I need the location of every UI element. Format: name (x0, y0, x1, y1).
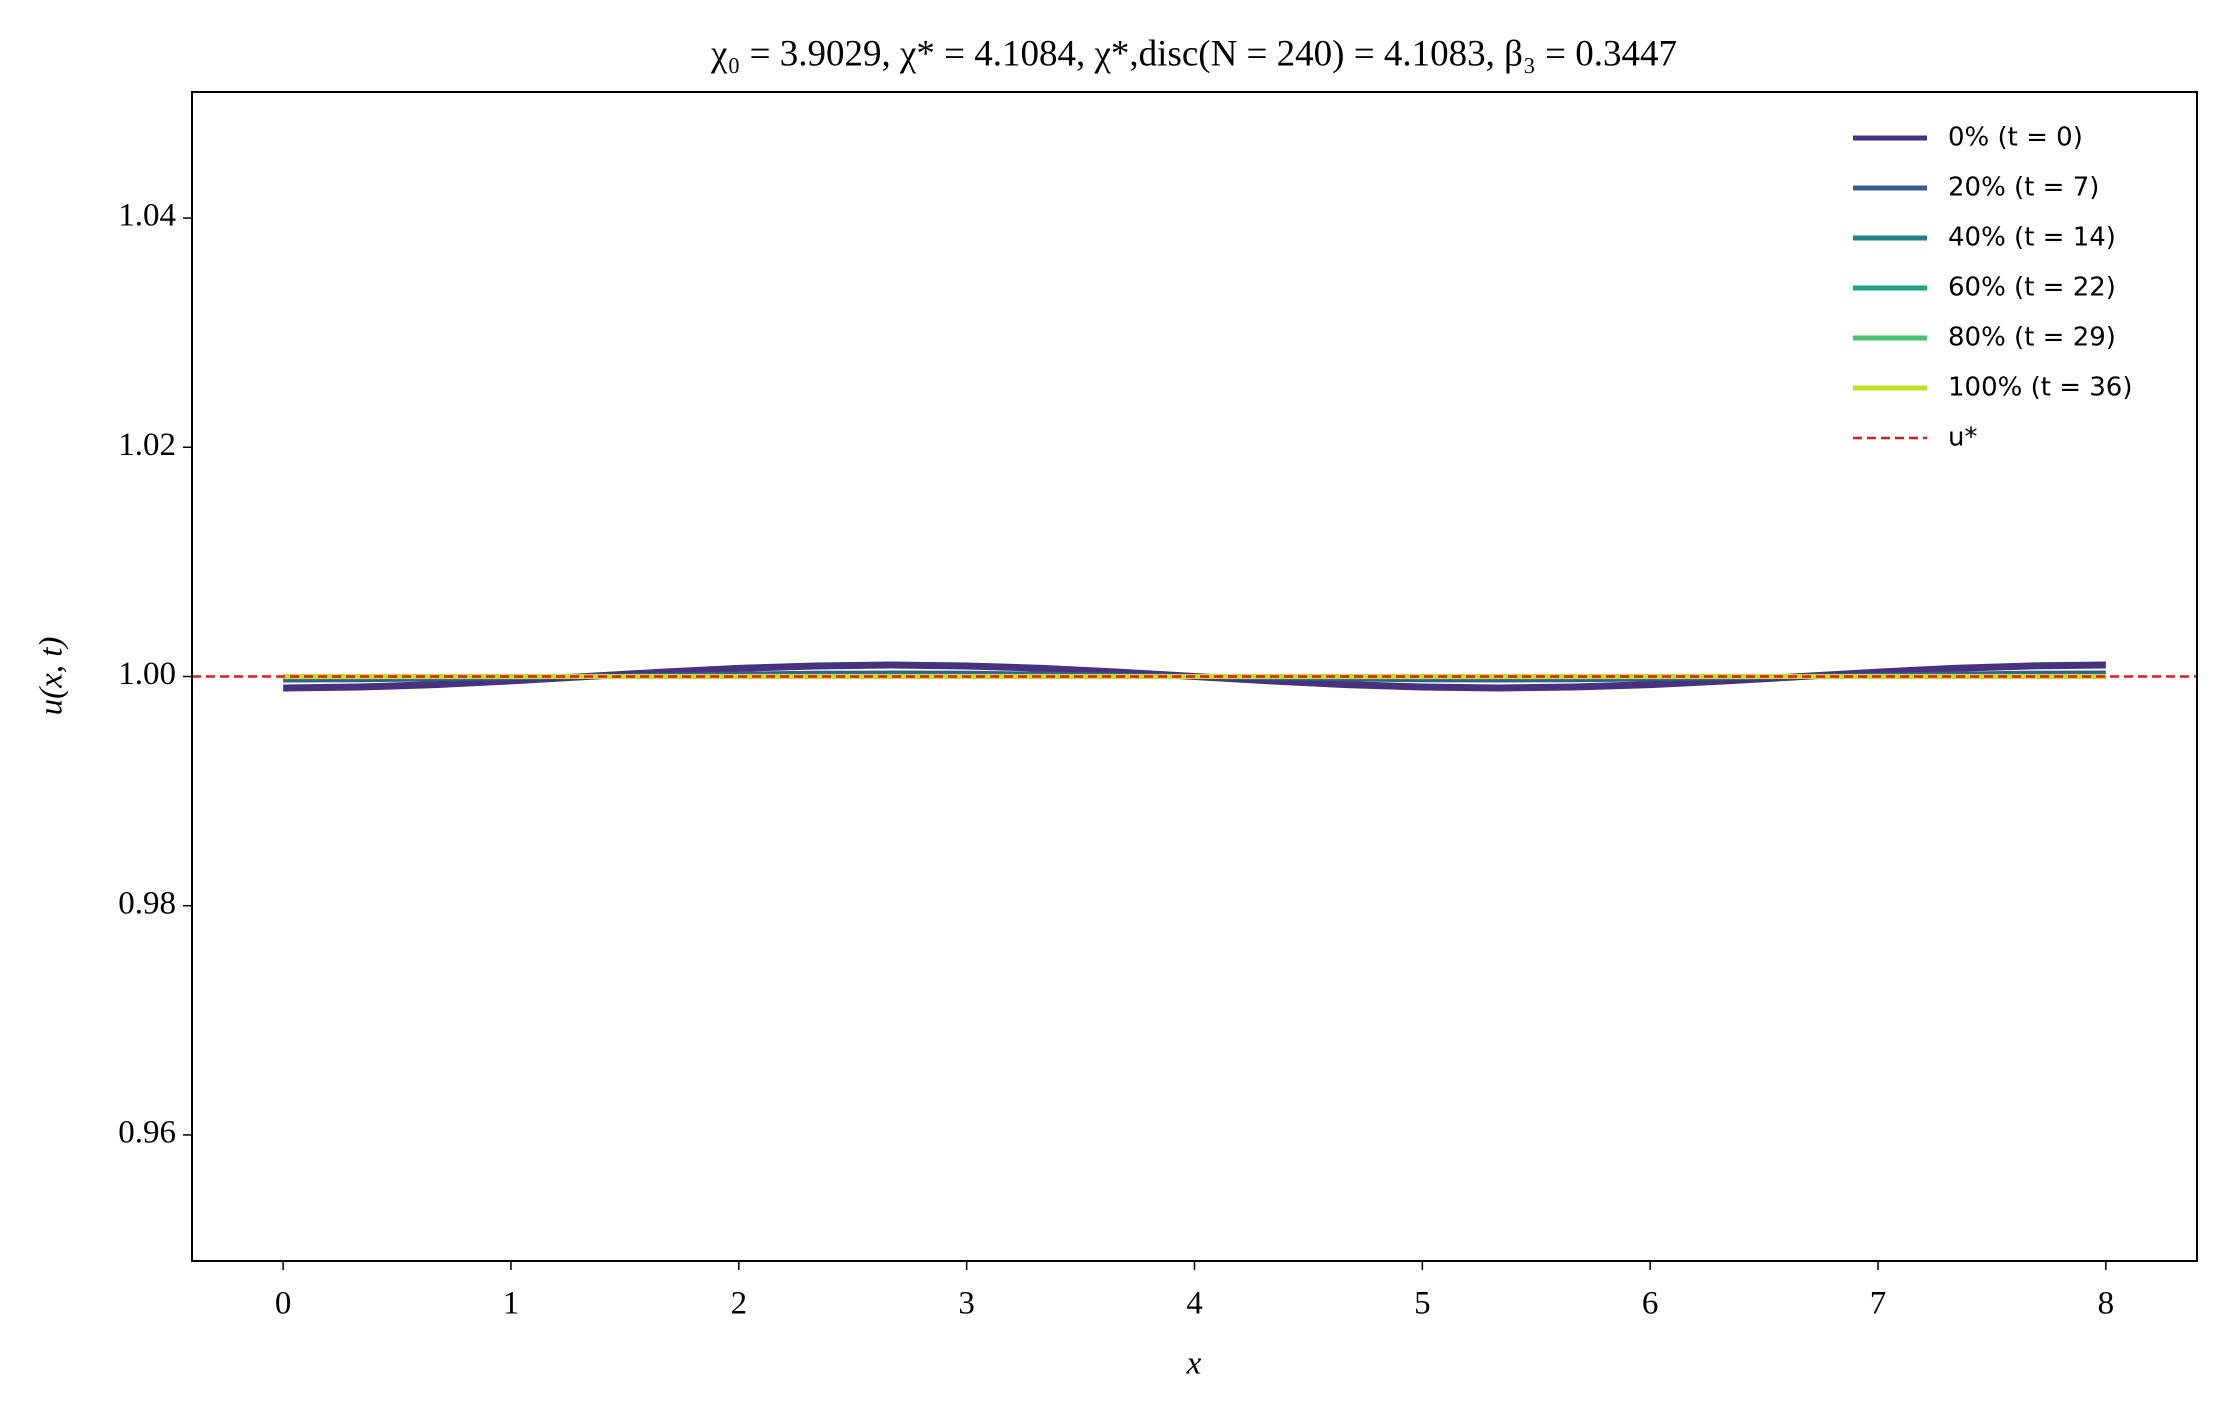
legend-label: 100% (t = 36) (1948, 373, 2132, 403)
y-axis-label: u(x, t) (34, 637, 70, 716)
legend-label: 80% (t = 29) (1948, 323, 2116, 353)
x-tick-label: 2 (731, 1286, 748, 1322)
x-tick-label: 1 (503, 1286, 520, 1322)
y-tick-label: 0.96 (118, 1115, 176, 1151)
legend-label: 40% (t = 14) (1948, 223, 2116, 253)
x-tick-label: 4 (1186, 1286, 1203, 1322)
x-tick-label: 0 (275, 1286, 292, 1322)
legend-label: 0% (t = 0) (1948, 123, 2083, 153)
x-tick-label: 8 (2098, 1286, 2115, 1322)
legend-label: 60% (t = 22) (1948, 273, 2116, 303)
legend-label: u* (1948, 423, 1977, 453)
x-tick-label: 3 (958, 1286, 975, 1322)
x-tick-label: 6 (1642, 1286, 1659, 1322)
y-tick-label: 1.02 (118, 427, 176, 463)
x-tick-label: 5 (1414, 1286, 1431, 1322)
x-tick-label: 7 (1870, 1286, 1887, 1322)
plot-frame (191, 91, 2198, 1262)
chart-title: χ₀ = 3.9029, χ* = 4.1084, χ*,disc(N = 24… (710, 33, 1677, 74)
y-tick-label: 0.98 (118, 885, 176, 921)
x-axis-label: x (1186, 1346, 1202, 1382)
y-tick-label: 1.04 (118, 198, 176, 234)
y-tick-label: 1.00 (118, 656, 176, 692)
legend-label: 20% (t = 7) (1948, 173, 2099, 203)
